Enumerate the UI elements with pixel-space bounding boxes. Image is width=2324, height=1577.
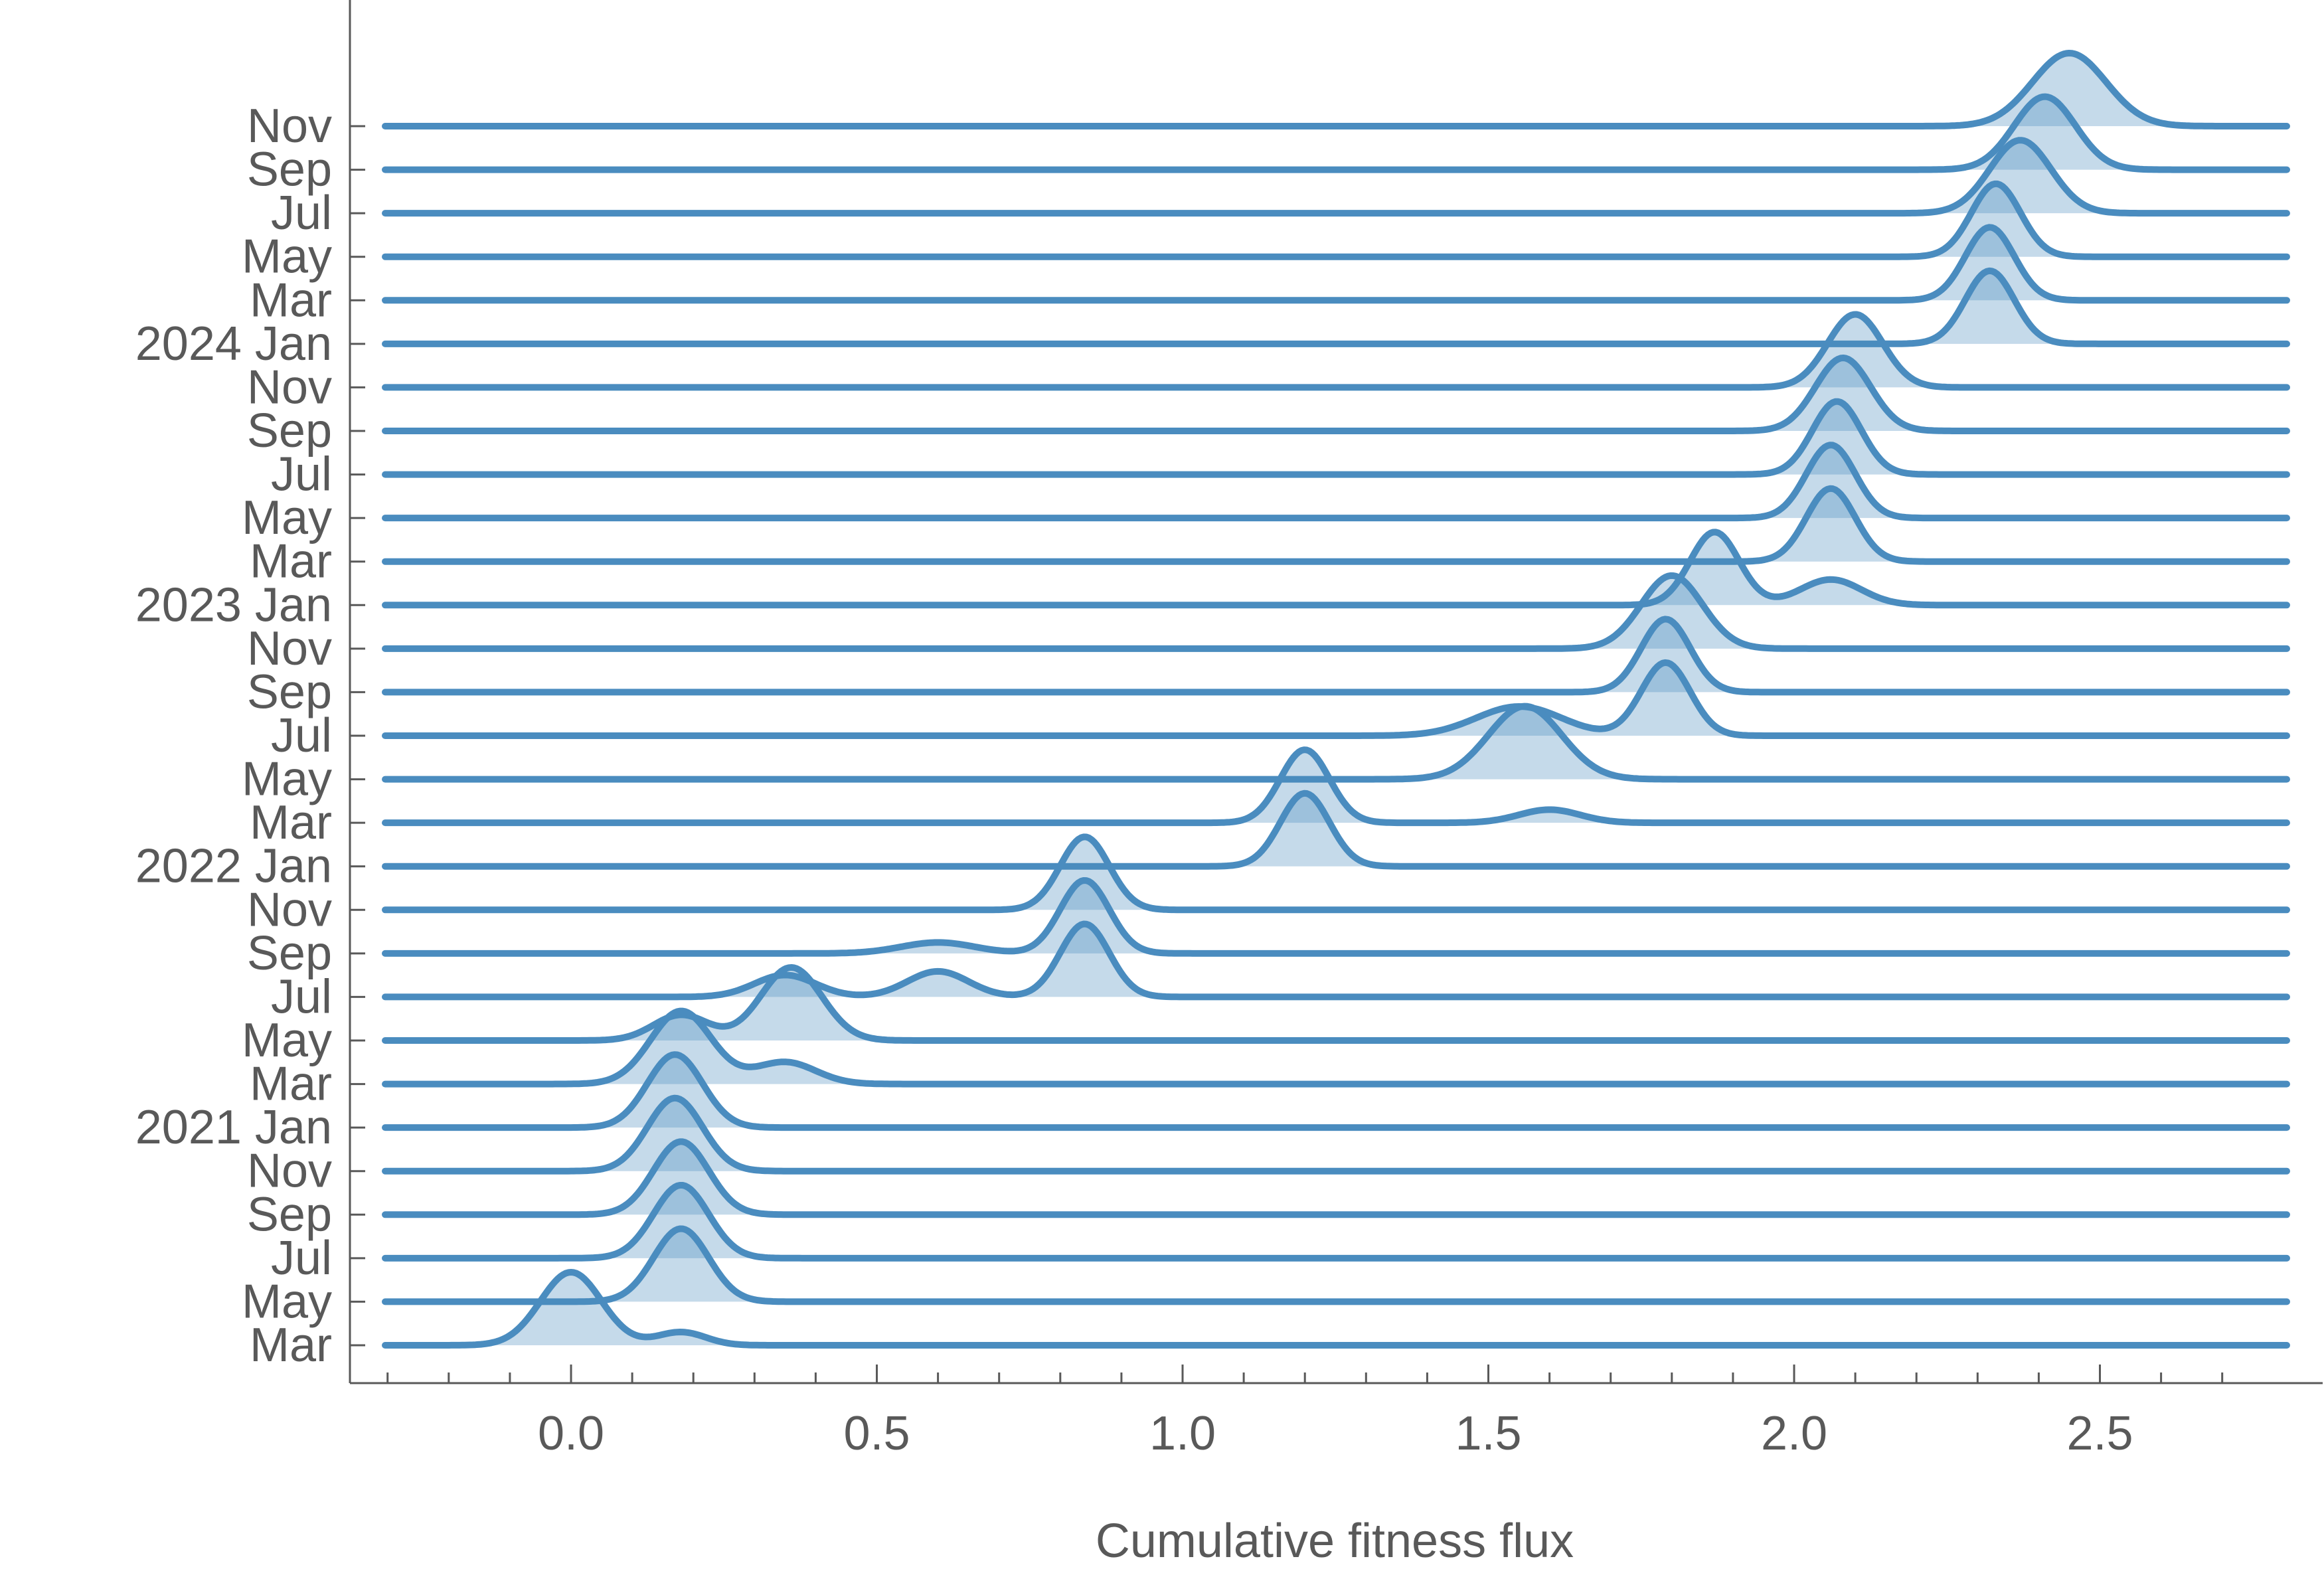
y-tick-label-27: Sep (247, 143, 332, 197)
x-tick-label: 2.5 (2066, 1407, 2133, 1460)
ridge-fill-17 (385, 532, 2287, 606)
ridge-fill-16 (385, 575, 2287, 649)
ridge-line-10 (382, 833, 2290, 914)
ridge-fill-21 (385, 358, 2287, 431)
ridge-line-6 (382, 1007, 2290, 1088)
y-tick-label-15: Sep (247, 665, 332, 718)
ridge-line-11 (382, 789, 2290, 870)
ridge-line-27 (382, 93, 2290, 173)
y-tick-label-19: May (242, 491, 332, 544)
ridge-line-26 (382, 137, 2290, 217)
y-tick-label-5: 2021 Jan (135, 1101, 332, 1154)
ridge-fill-27 (385, 96, 2287, 170)
ridge-fill-28 (385, 53, 2287, 126)
y-tick-label-1: May (242, 1275, 332, 1328)
y-tick-label-20: Jul (271, 448, 332, 501)
y-tick-label-18: Mar (250, 535, 332, 588)
ridge-fill-9 (385, 880, 2287, 954)
y-tick-label-12: Mar (250, 796, 332, 849)
ridge-line-0 (382, 1269, 2290, 1349)
ridge-line-21 (382, 355, 2290, 434)
ridge-line-13 (382, 703, 2290, 783)
y-tick-label-14: Jul (271, 709, 332, 762)
ridge-line-24 (382, 224, 2290, 304)
ridge-fill-14 (385, 662, 2287, 736)
ridge-line-4 (382, 1094, 2290, 1175)
ridge-line-20 (382, 398, 2290, 478)
y-tick-label-21: Sep (247, 404, 332, 457)
x-tick-label: 0.0 (538, 1407, 604, 1460)
ridge-line-3 (382, 1138, 2290, 1218)
x-tick-label: 2.0 (1761, 1407, 1827, 1460)
y-tick-label-9: Sep (247, 927, 332, 980)
y-tick-label-10: Nov (247, 883, 332, 936)
ridge-fill-13 (385, 706, 2287, 780)
ridge-line-17 (382, 529, 2290, 609)
y-tick-label-7: May (242, 1014, 332, 1067)
ridge-line-5 (382, 1051, 2290, 1131)
y-tick-label-13: May (242, 753, 332, 806)
ridge-line-8 (382, 920, 2290, 1001)
ridge-line-1 (382, 1225, 2290, 1305)
y-tick-label-0: Mar (250, 1319, 332, 1372)
y-tick-label-24: Mar (250, 274, 332, 327)
ridge-line-12 (382, 746, 2290, 827)
x-tick-label: 0.5 (843, 1407, 910, 1460)
y-tick-label-6: Mar (250, 1058, 332, 1111)
y-tick-label-3: Sep (247, 1188, 332, 1241)
ridge-fill-7 (385, 967, 2287, 1040)
ridge-fill-19 (385, 445, 2287, 519)
y-tick-label-23: 2024 Jan (135, 317, 332, 371)
ridge-line-14 (382, 659, 2290, 739)
ridge-line-22 (382, 311, 2290, 391)
x-axis-label: Cumulative fitness flux (1096, 1515, 1574, 1568)
ridge-line-19 (382, 442, 2290, 522)
y-tick-label-16: Nov (247, 622, 332, 675)
ridge-line-9 (382, 877, 2290, 957)
ridge-line-23 (382, 267, 2290, 347)
y-tick-label-17: 2023 Jan (135, 578, 332, 631)
y-tick-label-11: 2022 Jan (135, 840, 332, 893)
y-tick-label-25: May (242, 230, 332, 284)
y-tick-label-26: Jul (271, 187, 332, 240)
ridge-line-25 (382, 180, 2290, 260)
ridge-line-15 (382, 616, 2290, 696)
ridge-fill-0 (385, 1272, 2287, 1345)
ridge-fill-20 (385, 401, 2287, 475)
ridge-line-2 (382, 1182, 2290, 1262)
ridge-fill-11 (385, 793, 2287, 867)
ridge-fill-12 (385, 750, 2287, 823)
ridges-layer (382, 50, 2290, 1349)
ridge-line-28 (382, 50, 2290, 129)
ridge-fill-18 (385, 488, 2287, 562)
ridge-fill-1 (385, 1228, 2287, 1302)
x-ticks-layer: 0.0 0.5 1.0 1.5 2.0 2.5 (386, 1365, 2224, 1460)
y-tick-label-28: Nov (247, 100, 332, 153)
x-tick-label: 1.0 (1149, 1407, 1216, 1460)
y-tick-label-8: Jul (271, 970, 332, 1023)
y-tick-label-4: Nov (247, 1145, 332, 1198)
ridge-line-7 (382, 964, 2290, 1044)
x-tick-label: 1.5 (1455, 1407, 1521, 1460)
ridge-fill-15 (385, 619, 2287, 693)
ridge-line-18 (382, 485, 2290, 565)
ridge-fill-8 (385, 924, 2287, 997)
ridge-line-16 (382, 572, 2290, 652)
y-tick-label-2: Jul (271, 1232, 332, 1285)
y-tick-label-22: Nov (247, 361, 332, 414)
